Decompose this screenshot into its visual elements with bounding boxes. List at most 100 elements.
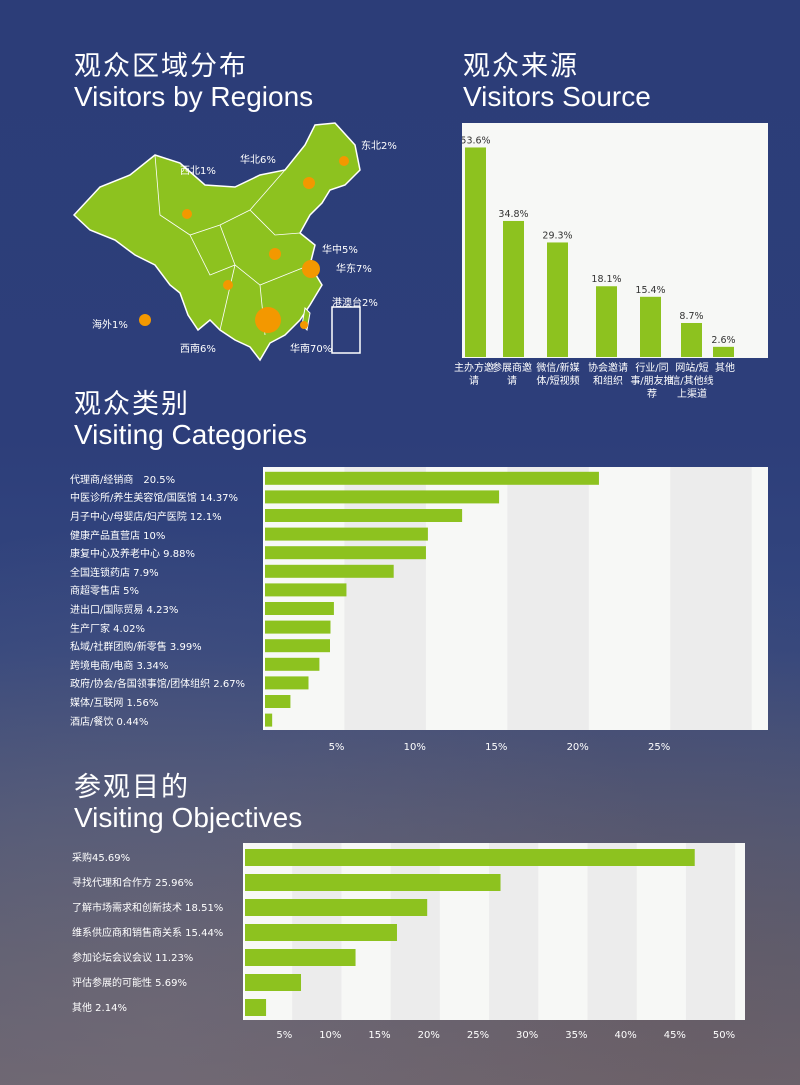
- source-bar: [465, 147, 486, 357]
- bar: [265, 602, 334, 615]
- bar-label: 跨境电商/电商 3.34%: [70, 660, 169, 672]
- x-tick-label: 15%: [368, 1030, 390, 1041]
- dot-central: [269, 248, 281, 260]
- bar-label: 私域/社群团购/新零售 3.99%: [70, 642, 202, 654]
- map-label-hkmt: 港澳台2%: [332, 298, 378, 309]
- bar: [265, 583, 347, 597]
- dot-north: [303, 177, 315, 189]
- bar: [245, 849, 695, 866]
- grid-band: [489, 843, 539, 1020]
- china-map-shape: [72, 122, 361, 362]
- source-category-label: 参展商邀请: [492, 363, 532, 387]
- x-tick-label: 5%: [276, 1030, 292, 1041]
- grid-band: [685, 843, 736, 1020]
- bar: [245, 924, 397, 941]
- bar: [245, 899, 428, 916]
- source-data-label: 53.6%: [462, 135, 491, 146]
- source-chart: 53.6% 34.8% 29.3% 18.1% 15.4% 8.7% 2.6%: [462, 135, 736, 357]
- bar-label: 生产厂家 4.02%: [70, 623, 145, 635]
- dot-northeast: [339, 156, 349, 166]
- bar: [265, 471, 599, 485]
- bar-label: 商超零售店 5%: [70, 586, 140, 598]
- dot-northwest: [182, 209, 192, 219]
- bar: [265, 676, 309, 690]
- bar: [245, 874, 501, 891]
- regions-title: 观众区域分布 Visitors by Regions: [74, 52, 313, 112]
- grid-band: [390, 843, 440, 1020]
- bar: [245, 974, 302, 991]
- source-title: 观众来源 Visitors Source: [463, 52, 651, 112]
- grid-band: [507, 467, 589, 730]
- bar-label: 采购45.69%: [72, 853, 131, 864]
- bar-label: 代理商/经销商 20.5%: [70, 474, 176, 486]
- bar-label: 康复中心及养老中心 9.88%: [70, 549, 195, 561]
- x-tick-label: 20%: [418, 1030, 440, 1041]
- title-en: Visitors by Regions: [74, 80, 314, 112]
- map-label-southwest: 西南6%: [180, 344, 216, 355]
- x-tick-label: 30%: [516, 1030, 538, 1041]
- bar: [265, 713, 273, 727]
- source-bar: [503, 220, 524, 357]
- x-tick-label: 10%: [319, 1030, 341, 1041]
- dot-hkmt: [300, 321, 308, 329]
- x-tick-label: 25%: [648, 742, 670, 753]
- bar-label: 媒体/互联网 1.56%: [70, 698, 159, 709]
- categories-chart: 5% 10% 15% 20% 25%: [263, 467, 752, 753]
- dot-south: [255, 307, 281, 333]
- dot-east: [302, 260, 320, 278]
- source-data-label: 2.6%: [711, 335, 735, 346]
- bar: [265, 564, 394, 578]
- source-bar: [713, 346, 734, 357]
- bar: [265, 695, 291, 708]
- x-tick-label: 50%: [713, 1030, 735, 1041]
- bar-label: 全国连锁药店 7.9%: [70, 567, 159, 579]
- bar-label: 健康产品直营店 10%: [70, 530, 166, 542]
- source-bar: [547, 242, 568, 357]
- bar-label: 中医诊所/养生美容馆/国医馆 14.37%: [70, 493, 239, 505]
- source-data-label: 15.4%: [635, 285, 665, 296]
- objectives-chart: 5% 10% 15% 20% 25% 30% 35% 40% 45% 50%: [243, 843, 736, 1041]
- title-zh: 观众区域分布: [74, 51, 248, 82]
- source-bar: [640, 296, 661, 357]
- title-en: Visitors Source: [463, 80, 651, 112]
- x-tick-label: 35%: [565, 1030, 587, 1041]
- source-bar: [596, 286, 617, 357]
- grid-band: [670, 467, 752, 730]
- source-category-label: 协会邀请和组织: [588, 363, 628, 387]
- source-bar: [681, 322, 702, 357]
- x-tick-label: 10%: [404, 742, 426, 753]
- source-category-label: 主办方邀请: [454, 363, 494, 387]
- region-dots: [139, 156, 349, 333]
- map-label-east: 华东7%: [336, 264, 372, 275]
- bar-label: 月子中心/母婴店/妇产医院 12.1%: [70, 512, 222, 523]
- title-zh: 观众来源: [463, 51, 579, 82]
- x-tick-label: 5%: [329, 742, 345, 753]
- categories-title: 观众类别 Visiting Categories: [74, 390, 307, 450]
- grid-band: [344, 467, 426, 730]
- x-tick-label: 40%: [614, 1030, 636, 1041]
- source-data-label: 29.3%: [542, 230, 572, 241]
- bar-label: 酒店/餐饮 0.44%: [70, 716, 149, 728]
- province-borders: [154, 154, 311, 336]
- bar-label: 维系供应商和销售商关系 15.44%: [72, 928, 224, 939]
- south-sea-inset: [331, 306, 361, 354]
- bar-label: 其他 2.14%: [72, 1003, 127, 1014]
- source-category-label: 行业/同事/朋友推荐: [630, 363, 674, 400]
- title-zh: 参观目的: [74, 772, 190, 803]
- map-label-northwest: 西北1%: [180, 166, 216, 177]
- source-category-label: 微信/新媒体/短视频: [536, 363, 580, 387]
- source-data-label: 34.8%: [498, 209, 528, 220]
- bar-label: 评估参展的可能性 5.69%: [72, 978, 187, 989]
- x-tick-label: 15%: [485, 742, 507, 753]
- bar: [265, 620, 331, 634]
- bar-label: 了解市场需求和创新技术 18.51%: [72, 903, 224, 914]
- bar: [265, 527, 428, 541]
- map-label-north: 华北6%: [240, 155, 276, 166]
- dot-overseas: [139, 314, 151, 326]
- map-label-northeast: 东北2%: [361, 141, 397, 152]
- bar-label: 进出口/国际贸易 4.23%: [70, 605, 179, 616]
- bar: [265, 490, 500, 504]
- bar: [265, 657, 320, 671]
- objectives-title: 参观目的 Visiting Objectives: [74, 773, 302, 833]
- dot-southwest: [223, 280, 233, 290]
